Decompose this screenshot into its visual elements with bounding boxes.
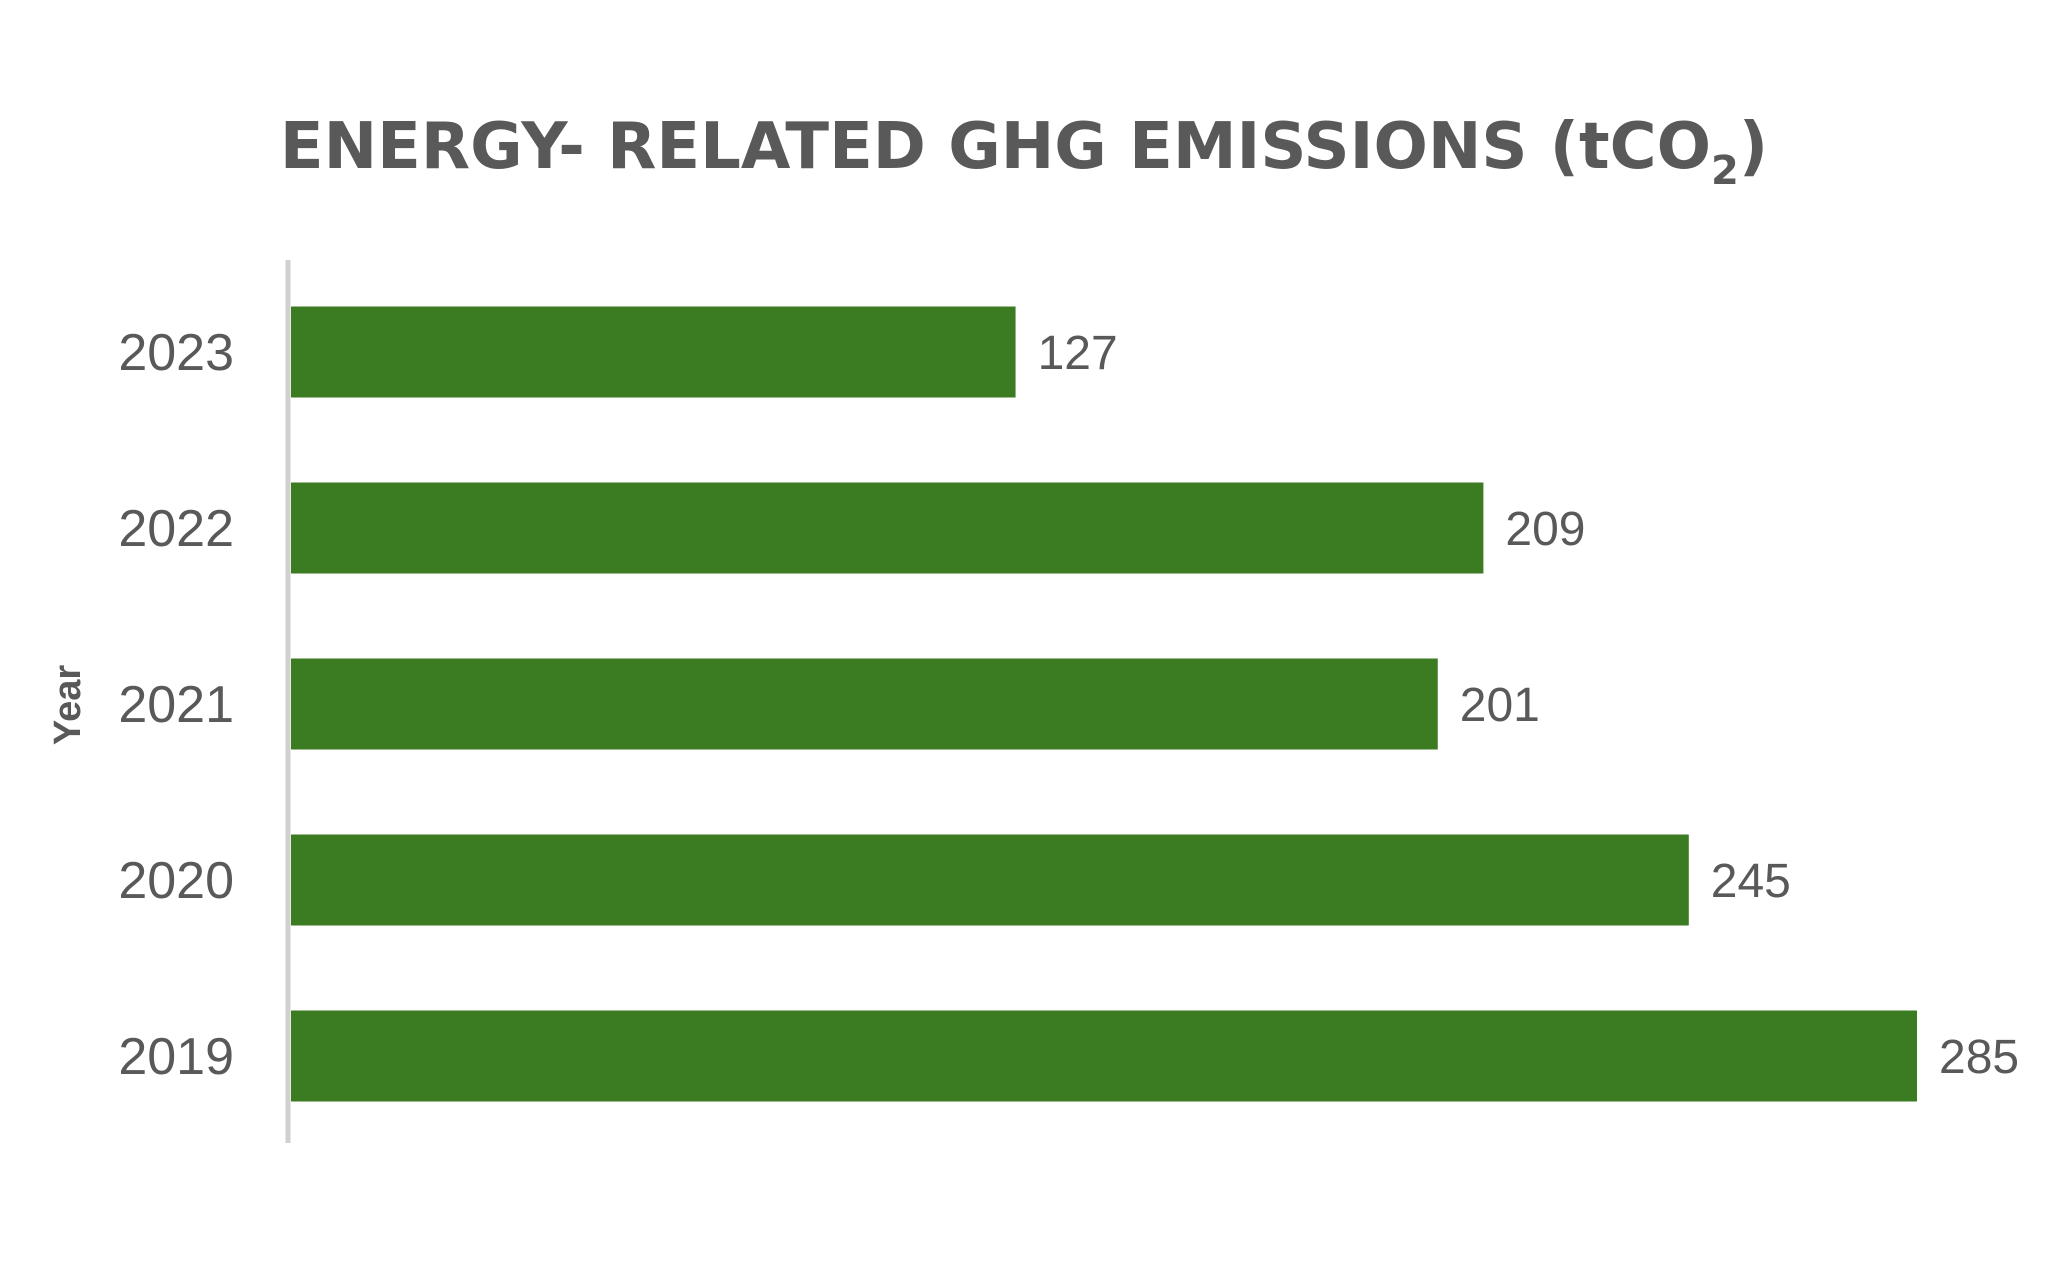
y-tick-label-2020: 2020 — [118, 852, 234, 910]
data-label-2021: 201 — [1460, 679, 1540, 732]
y-tick-label-2021: 2021 — [118, 676, 234, 734]
bar-2020 — [291, 834, 1689, 926]
data-label-2023: 127 — [1038, 327, 1118, 380]
bars-group — [291, 306, 1917, 1102]
chart-title-main: ENERGY- RELATED GHG EMISSIONS (tCO — [280, 110, 1711, 184]
bar-2021 — [291, 658, 1438, 750]
bar-2022 — [291, 482, 1484, 574]
y-axis-title: Year — [47, 665, 89, 746]
chart-title-subscript: 2 — [1711, 148, 1739, 194]
data-label-2022: 209 — [1505, 503, 1585, 556]
chart-title-suffix: ) — [1739, 110, 1768, 184]
data-label-2020: 245 — [1711, 855, 1791, 908]
y-tick-label-2019: 2019 — [118, 1028, 234, 1086]
tick-labels-group: 2023 2022 2021 2020 2019 — [118, 324, 234, 1086]
y-tick-label-2023: 2023 — [118, 324, 234, 382]
bar-2023 — [291, 306, 1016, 398]
data-labels-group: 127 209 201 245 285 — [1038, 327, 2020, 1084]
chart-title: ENERGY- RELATED GHG EMISSIONS (tCO2) — [280, 110, 1768, 194]
bar-2019 — [291, 1010, 1917, 1102]
data-label-2019: 285 — [1939, 1031, 2019, 1084]
y-tick-label-2022: 2022 — [118, 500, 234, 558]
